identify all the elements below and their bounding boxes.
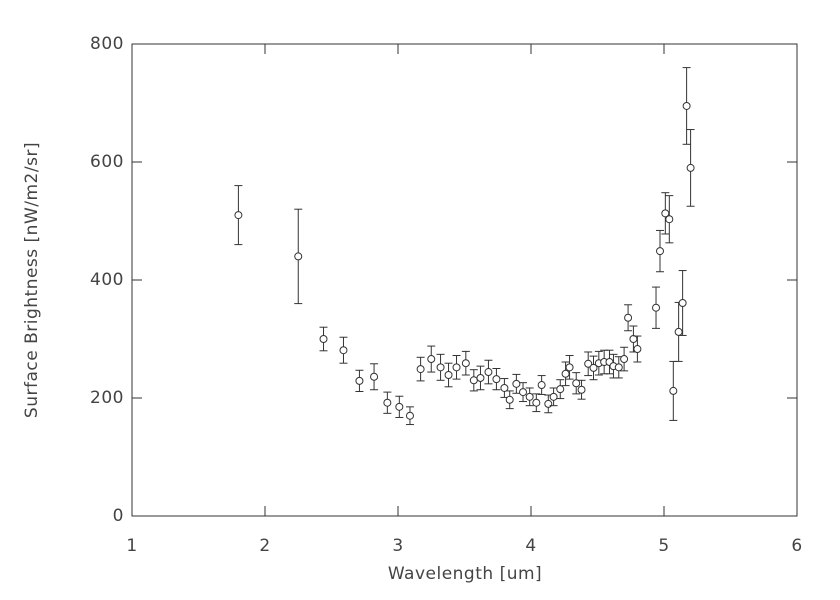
point — [669, 386, 678, 395]
point — [469, 376, 478, 385]
point — [492, 375, 501, 384]
point — [294, 252, 303, 261]
point — [549, 392, 558, 401]
point — [624, 313, 633, 322]
point — [436, 363, 445, 372]
point — [500, 383, 509, 392]
point — [505, 395, 514, 404]
point — [370, 372, 379, 381]
point — [633, 345, 642, 354]
point — [234, 211, 243, 220]
point — [319, 335, 328, 343]
x-tick-label: 3 — [392, 536, 403, 556]
point — [427, 355, 436, 364]
point — [674, 327, 683, 336]
y-tick-label: 200 — [90, 388, 124, 408]
x-tick-label: 5 — [658, 536, 669, 556]
point — [678, 299, 687, 308]
point — [395, 402, 404, 411]
point — [572, 379, 581, 388]
point — [484, 368, 493, 377]
point — [532, 398, 541, 407]
point — [682, 101, 691, 110]
point — [339, 346, 348, 355]
point — [614, 363, 623, 372]
y-tick-label: 0 — [113, 506, 124, 526]
point — [577, 385, 586, 394]
point — [565, 363, 574, 372]
point — [556, 385, 565, 394]
plot-frame — [131, 43, 798, 517]
point — [686, 163, 695, 172]
point — [537, 381, 546, 390]
point — [405, 411, 414, 420]
y-axis-label: Surface Brightness [nW/m2/sr] — [22, 142, 42, 418]
x-axis-label: Wavelength [um] — [388, 564, 542, 584]
point — [461, 359, 470, 368]
point — [652, 303, 661, 312]
point — [656, 247, 665, 256]
point — [519, 388, 528, 397]
point — [589, 363, 598, 372]
point — [512, 379, 521, 388]
x-tick-label: 2 — [259, 536, 270, 556]
point — [544, 399, 553, 408]
point — [476, 373, 485, 382]
point — [416, 365, 425, 374]
x-tick-label: 6 — [791, 536, 802, 556]
y-tick-label: 400 — [90, 270, 124, 290]
point — [584, 359, 593, 368]
point — [665, 215, 674, 224]
x-tick-label: 4 — [525, 536, 536, 556]
point — [452, 363, 461, 372]
point — [383, 398, 392, 407]
x-tick-label: 1 — [126, 536, 137, 556]
point — [525, 392, 534, 401]
y-tick-label: 800 — [90, 34, 124, 54]
point — [620, 355, 629, 364]
point — [355, 376, 364, 385]
point — [561, 369, 570, 378]
y-tick-label: 600 — [90, 152, 124, 172]
point — [444, 370, 453, 379]
